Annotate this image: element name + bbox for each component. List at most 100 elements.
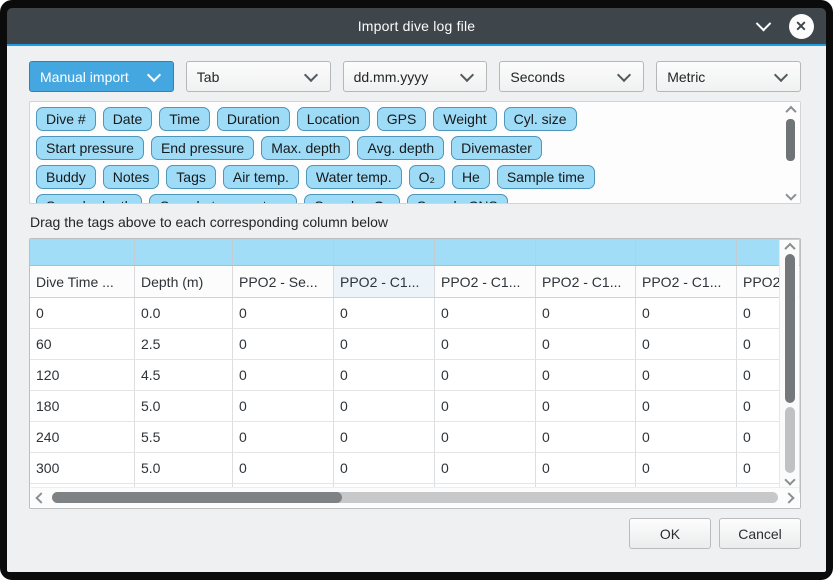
close-button[interactable]: ✕ (786, 8, 816, 44)
column-header[interactable]: PPO2 (737, 266, 800, 297)
column-header[interactable]: Dive Time ... (30, 266, 135, 297)
table-cell: 0 (435, 298, 536, 328)
units-select[interactable]: Metric (656, 61, 801, 92)
duration-format-select[interactable]: Seconds (499, 61, 645, 92)
tag-chip[interactable]: O₂ (408, 165, 445, 189)
chevron-down-icon (617, 67, 632, 82)
table-cell: 0 (737, 453, 800, 483)
tag-chip[interactable]: Water temp. (305, 165, 402, 189)
tag-list-scrollbar[interactable] (784, 105, 797, 201)
table-cell: 5.5 (135, 422, 233, 452)
cancel-button[interactable]: Cancel (719, 518, 801, 549)
table-horizontal-scrollbar[interactable] (31, 487, 799, 507)
column-mapping-table: Dive Time ... Depth (m) PPO2 - Se... PPO… (29, 238, 801, 509)
tag-chip[interactable]: Date (102, 107, 153, 131)
scroll-down-icon[interactable] (784, 189, 797, 201)
chevron-down-icon (755, 15, 771, 31)
table-cell: 0 (536, 453, 636, 483)
tag-chip[interactable]: Sample CNS (406, 194, 508, 203)
table-cell: 0 (435, 391, 536, 421)
tag-chip[interactable]: Divemaster (451, 136, 542, 160)
tag-chip[interactable]: Cyl. size (503, 107, 577, 131)
scrollbar-thumb[interactable] (786, 119, 795, 161)
table-row: 300 5.0 0 0 0 0 0 0 (30, 453, 800, 484)
scroll-right-icon[interactable] (783, 491, 795, 504)
table-cell: 120 (30, 360, 135, 390)
table-cell: 0 (334, 360, 435, 390)
scrollbar-track[interactable] (52, 492, 778, 503)
drop-target-cell[interactable] (536, 239, 636, 265)
tag-list-panel: Dive # Date Time Duration Location GPS W… (29, 101, 801, 204)
drop-target-cell[interactable] (30, 239, 135, 265)
scroll-down-icon[interactable] (783, 474, 796, 486)
scroll-up-icon[interactable] (783, 242, 796, 255)
scrollbar-thumb[interactable] (52, 492, 343, 503)
import-type-select[interactable]: Manual import (29, 61, 174, 92)
table-cell: 0 (737, 329, 800, 359)
table-cell: 0 (536, 422, 636, 452)
tag-chip[interactable]: Start pressure (36, 136, 144, 160)
table-cell: 0 (334, 422, 435, 452)
table-cell: 0 (435, 422, 536, 452)
drop-target-cell[interactable] (135, 239, 233, 265)
shade-button[interactable] (748, 8, 778, 44)
table-cell: 60 (30, 329, 135, 359)
drop-target-cell[interactable] (334, 239, 435, 265)
window-title: Import dive log file (357, 18, 476, 34)
drop-target-cell[interactable] (233, 239, 334, 265)
table-row: 180 5.0 0 0 0 0 0 0 (30, 391, 800, 422)
drop-target-cell[interactable] (636, 239, 737, 265)
table-cell: 2.5 (135, 329, 233, 359)
scroll-left-icon[interactable] (35, 491, 47, 504)
tag-chip[interactable]: Time (159, 107, 210, 131)
tag-chip[interactable]: Sample temperature (149, 194, 298, 203)
tag-chip[interactable]: Duration (216, 107, 290, 131)
table-cell: 0 (233, 329, 334, 359)
tag-chip[interactable]: Sample time (496, 165, 595, 189)
tag-chip[interactable]: Location (296, 107, 370, 131)
ok-button[interactable]: OK (629, 518, 711, 549)
column-header[interactable]: PPO2 - C1... (435, 266, 536, 297)
column-header[interactable]: PPO2 - C1... (536, 266, 636, 297)
tag-chip[interactable]: Sample depth (36, 194, 143, 203)
table-cell: 4.5 (135, 360, 233, 390)
tag-chip[interactable]: He (451, 165, 490, 189)
tag-chip[interactable]: Avg. depth (357, 136, 445, 160)
scroll-up-icon[interactable] (784, 105, 797, 118)
column-header[interactable]: PPO2 - C1... (636, 266, 737, 297)
field-separator-select[interactable]: Tab (185, 61, 331, 92)
tag-chip[interactable]: Dive # (36, 107, 96, 131)
tag-chip[interactable]: GPS (376, 107, 427, 131)
table-cell: 0 (636, 360, 737, 390)
titlebar[interactable]: Import dive log file ✕ (7, 8, 826, 44)
tag-chip[interactable]: Sample pO₂ (304, 194, 400, 203)
chevron-down-icon (146, 67, 161, 82)
table-cell: 0 (636, 391, 737, 421)
table-cell: 0 (737, 298, 800, 328)
column-header[interactable]: PPO2 - Se... (233, 266, 334, 297)
table-cell: 0 (636, 298, 737, 328)
tag-chip[interactable]: End pressure (150, 136, 255, 160)
tag-chip[interactable]: Max. depth (261, 136, 351, 160)
column-header[interactable]: Depth (m) (135, 266, 233, 297)
table-cell: 0 (737, 422, 800, 452)
chevron-down-icon (773, 67, 789, 82)
table-header-row: Dive Time ... Depth (m) PPO2 - Se... PPO… (30, 266, 800, 298)
table-row: 120 4.5 0 0 0 0 0 0 (30, 360, 800, 391)
drop-target-cell[interactable] (435, 239, 536, 265)
table-vertical-scrollbar[interactable] (779, 240, 799, 487)
tag-chip[interactable]: Tags (166, 165, 216, 189)
tag-chip[interactable]: Air temp. (222, 165, 299, 189)
table-cell: 0 (334, 391, 435, 421)
tag-chip[interactable]: Weight (433, 107, 497, 131)
table-cell: 300 (30, 453, 135, 483)
tag-row: Dive # Date Time Duration Location GPS W… (36, 107, 794, 131)
tag-chip[interactable]: Buddy (36, 165, 96, 189)
scrollbar-thumb[interactable] (784, 254, 795, 403)
date-format-select[interactable]: dd.mm.yyyy (342, 61, 488, 92)
tag-chip[interactable]: Notes (102, 165, 160, 189)
table-cell: 0 (435, 453, 536, 483)
table-cell: 0 (737, 360, 800, 390)
column-header-highlighted[interactable]: PPO2 - C1... (334, 266, 435, 297)
